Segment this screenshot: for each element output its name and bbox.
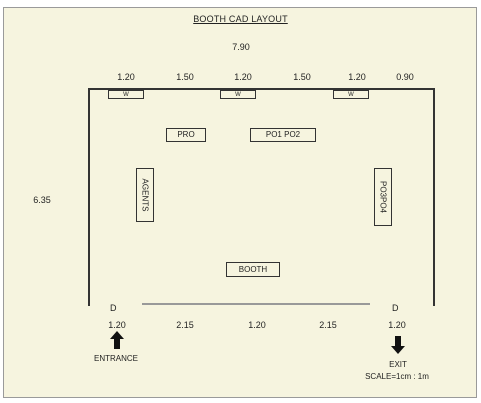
window-2: W [220,90,256,99]
top-dimension-3: 1.20 [234,72,252,82]
right-wall [433,88,435,306]
top-dimension-5: 1.20 [348,72,366,82]
bottom-dimension-4: 2.15 [319,320,337,330]
bottom-dimension-2: 2.15 [176,320,194,330]
arrow-up-icon [110,331,124,349]
room-po3-po4-label: PO3PO4 [378,180,388,214]
top-dimension-1: 1.20 [117,72,135,82]
top-dimension-6: 0.90 [396,72,414,82]
window-1: W [108,90,144,99]
bottom-dimension-3: 1.20 [248,320,266,330]
scale-label: SCALE=1cm : 1m [365,372,429,381]
top-wall [88,88,435,90]
page-title: BOOTH CAD LAYOUT [193,14,288,24]
overall-width-dimension: 7.90 [232,42,250,52]
top-dimension-4: 1.50 [293,72,311,82]
bottom-wall-line [142,303,370,305]
arrow-down-icon [391,336,405,354]
room-agents-label: AGENTS [140,178,150,212]
top-dimension-2: 1.50 [176,72,194,82]
height-dimension: 6.35 [33,195,51,205]
room-pro: PRO [166,128,206,142]
room-agents: AGENTS [136,168,154,222]
bottom-dimension-1: 1.20 [108,320,126,330]
entrance-label: ENTRANCE [93,354,138,363]
window-3: W [333,90,369,99]
drawing-frame [3,7,477,398]
bottom-dimension-5: 1.20 [388,320,406,330]
room-po3-po4: PO3PO4 [374,168,392,226]
left-wall [88,88,90,306]
door-entrance: D [110,303,117,313]
door-exit: D [392,303,399,313]
room-booth: BOOTH [226,262,280,277]
room-po1-po2: PO1 PO2 [250,128,316,142]
exit-label: EXIT [389,360,407,369]
